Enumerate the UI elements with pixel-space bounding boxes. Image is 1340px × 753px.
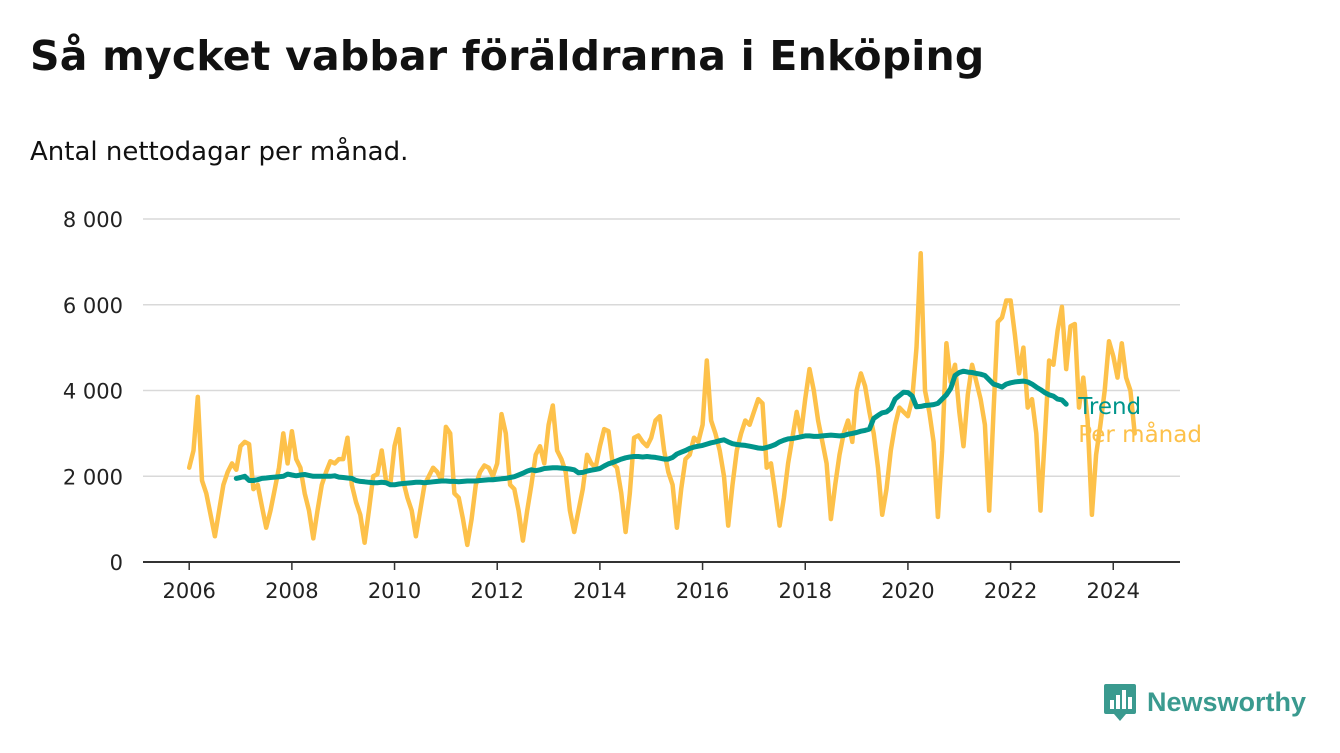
x-tick-label: 2012 xyxy=(470,579,523,603)
newsworthy-brand: Newsworthy xyxy=(1103,681,1306,723)
x-tick-label: 2022 xyxy=(984,579,1037,603)
x-tick-label: 2020 xyxy=(881,579,934,603)
y-tick-label: 2 000 xyxy=(63,465,123,489)
newsworthy-logo-icon xyxy=(1104,684,1136,721)
x-tick-label: 2014 xyxy=(573,579,626,603)
chart-subtitle: Antal nettodagar per månad. xyxy=(30,137,409,167)
monthly-series-label: Per månad xyxy=(1078,420,1202,448)
x-tick-label: 2016 xyxy=(676,579,729,603)
y-tick-label: 8 000 xyxy=(63,208,123,232)
chart-title: Så mycket vabbar föräldrarna i Enköping xyxy=(30,32,985,80)
x-tick-label: 2018 xyxy=(779,579,832,603)
x-tick-label: 2008 xyxy=(265,579,318,603)
series-lines xyxy=(186,251,1137,548)
y-tick-label: 0 xyxy=(110,551,123,575)
x-tick-label: 2010 xyxy=(368,579,421,603)
trend-line xyxy=(233,368,1069,488)
y-tick-label: 4 000 xyxy=(63,380,123,404)
x-tick-label: 2024 xyxy=(1087,579,1140,603)
monthly-line xyxy=(186,251,1137,548)
trend-series-label: Trend xyxy=(1077,394,1141,420)
brand-name: Newsworthy xyxy=(1147,686,1307,717)
y-tick-label: 6 000 xyxy=(63,294,123,318)
axes: 0 2 000 4 000 6 000 8 000 2006 2008 2010 2012 201… xyxy=(63,208,1180,603)
x-tick-label: 2006 xyxy=(162,579,215,603)
